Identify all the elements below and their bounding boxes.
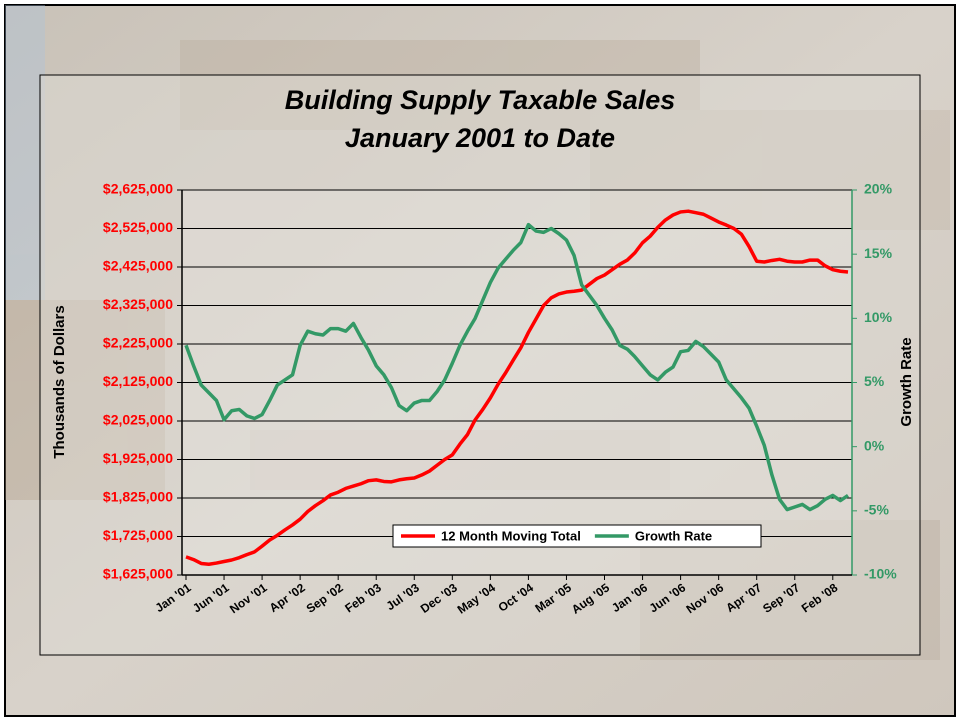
y-tick-label: $2,625,000: [103, 181, 173, 197]
y2-tick-label: 0%: [864, 437, 885, 453]
plot: $1,625,000 $1,725,000 $1,825,000 $1,925,000…: [103, 181, 897, 617]
y-tick-label: $2,125,000: [103, 373, 173, 389]
y-tick-label: $1,925,000: [103, 450, 173, 466]
y2-tick-label: 10%: [864, 309, 893, 325]
legend-label: Growth Rate: [635, 528, 712, 543]
y-tick-label: $2,525,000: [103, 219, 173, 235]
y2-tick-label: -10%: [864, 566, 897, 582]
legend-label: 12 Month Moving Total: [441, 528, 581, 543]
y2-axis-title: Growth Rate: [898, 337, 915, 426]
y-axis-title: Thousands of Dollars: [51, 305, 68, 458]
y2-tick-label: 20%: [864, 181, 893, 197]
y2-tick-label: 15%: [864, 245, 893, 261]
y-tick-label: $1,725,000: [103, 527, 173, 543]
y-tick-label: $2,425,000: [103, 258, 173, 274]
chart-title: Building Supply Taxable Sales: [285, 85, 676, 115]
chart-title: January 2001 to Date: [345, 123, 615, 153]
y-tick-label: $1,825,000: [103, 489, 173, 505]
y-tick-label: $2,025,000: [103, 412, 173, 428]
slide: Building Supply Taxable Sales January 20…: [0, 0, 960, 721]
y-tick-label: $1,625,000: [103, 566, 173, 582]
y2-tick-label: -5%: [864, 502, 889, 518]
y-tick-label: $2,325,000: [103, 296, 173, 312]
y2-tick-label: 5%: [864, 373, 885, 389]
y-tick-label: $2,225,000: [103, 335, 173, 351]
